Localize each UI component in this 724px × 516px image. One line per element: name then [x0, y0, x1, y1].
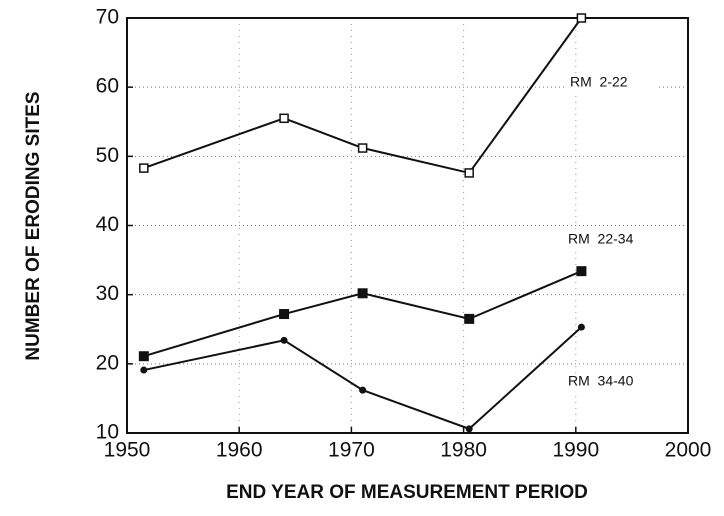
marker: [140, 366, 148, 374]
x-axis-label: END YEAR OF MEASUREMENT PERIOD: [226, 482, 588, 503]
marker: [465, 425, 473, 433]
series-line: [143, 326, 583, 430]
x-tick-label: 1950: [104, 439, 151, 462]
y-tick-label: 60: [96, 75, 119, 98]
marker: [577, 323, 585, 331]
series-label: RM 2-22: [570, 74, 628, 90]
y-tick-label: 40: [96, 213, 119, 236]
series-label: RM 34-40: [568, 373, 634, 389]
marker: [357, 288, 368, 299]
marker: [279, 113, 289, 124]
marker: [280, 336, 288, 344]
y-tick-label: 70: [96, 6, 119, 29]
y-tick-label: 30: [96, 282, 119, 305]
y-tick-label: 20: [96, 351, 119, 374]
marker: [359, 386, 367, 394]
marker: [576, 266, 587, 277]
marker: [464, 168, 474, 178]
series-label-bg: [564, 231, 656, 249]
plot-frame: [126, 17, 689, 434]
marker: [357, 143, 368, 153]
y-tick-label: 10: [96, 421, 119, 444]
x-tick-label: 1980: [440, 439, 487, 462]
marker: [138, 351, 149, 362]
series-line: [143, 270, 582, 358]
y-axis-label: NUMBER OF ERODING SITES: [23, 91, 44, 360]
y-tick-label: 50: [96, 144, 119, 167]
series-label-bg: [566, 74, 658, 92]
series-label: RM 22-34: [568, 231, 634, 247]
x-tick-label: 1970: [328, 439, 375, 462]
x-tick-label: 2000: [665, 439, 712, 462]
marker: [576, 13, 587, 23]
marker: [279, 309, 290, 320]
marker: [139, 163, 149, 173]
series-label-bg: [564, 373, 656, 391]
marker: [464, 313, 475, 324]
x-tick-label: 1990: [552, 439, 599, 462]
x-tick-label: 1960: [216, 439, 263, 462]
